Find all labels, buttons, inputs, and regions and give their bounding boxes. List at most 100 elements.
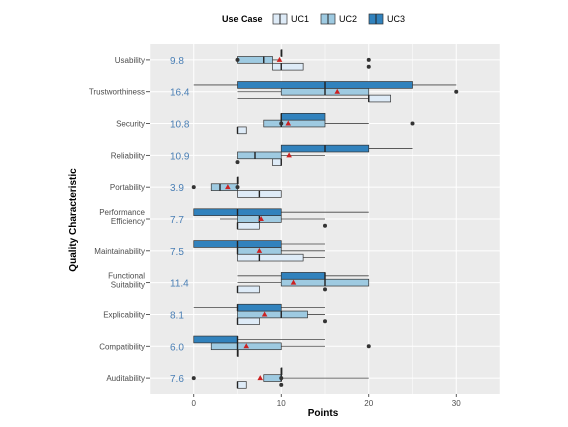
box-rect [237,381,247,389]
box-uc3 [193,240,325,248]
x-tick-label: 0 [192,399,197,408]
mean-value-label: 9.8 [170,56,184,67]
box-uc2 [191,374,369,382]
box-rect [237,56,273,64]
outlier-point [191,376,196,381]
box-rect [263,374,282,382]
box-rect [272,62,304,71]
category-labels: Usability 9.8 Trustworthiness 16.4 Security 1… [89,56,190,385]
box-uc3 [237,272,369,280]
outlier-point [191,185,196,190]
legend: Use Case UC1 UC2 UC3 [222,13,405,25]
outlier-point [235,185,240,190]
mean-value-label: 7.6 [170,374,184,385]
category-group [236,272,370,294]
box-uc1 [272,62,371,71]
mean-marker [257,375,264,381]
outlier-point [235,57,240,62]
outlier-point [410,121,415,126]
box-rect [237,303,282,312]
box-uc3 [280,144,413,153]
mean-value-label: 8.1 [170,310,184,321]
box-uc3 [236,176,239,185]
legend-title: Use Case [222,14,263,24]
mean-value-label: 10.8 [170,120,190,131]
box-rect [237,253,304,262]
outlier-point [366,64,371,69]
box-uc2 [191,183,240,191]
category-group [193,303,327,326]
box-rect [193,335,238,344]
x-tick-labels: 0 10 20 30 [192,394,461,408]
x-axis-title: Points [308,408,339,419]
box-uc1 [237,94,391,103]
category-group [236,112,415,135]
box-rect [210,183,238,191]
x-tick-label: 30 [452,399,461,408]
mean-marker [286,152,292,158]
category-label: Usability [115,56,145,65]
mean-value-label: 16.4 [170,88,190,99]
box-uc1 [235,158,282,166]
category-label-line: Functional [108,272,145,281]
x-tick-label: 10 [277,399,286,408]
category-group [235,144,413,166]
box-rect [237,126,247,135]
box-rect [237,222,260,230]
box-uc1 [236,285,327,294]
mean-value-label: 7.5 [170,247,184,258]
outlier-point [366,344,371,349]
category-group [193,81,459,103]
outlier-point [279,382,284,387]
box-uc1 [237,190,282,198]
box-uc1 [236,381,284,389]
mean-value-label: 3.9 [170,183,184,194]
box-uc1 [236,126,247,135]
box-rect [237,317,260,326]
mean-marker [258,216,264,221]
legend-items: UC1 UC2 UC3 [272,13,405,25]
category-group [191,176,282,198]
box-uc2 [235,56,371,64]
category-label: Auditability [106,374,145,383]
outlier-point [323,287,327,292]
category-label: Security [116,120,145,129]
box-uc3 [280,49,283,57]
category-label: Explicability [103,310,145,319]
legend-label: UC3 [387,14,405,24]
mean-marker [225,184,231,190]
outlier-point [235,160,240,165]
outlier-point [279,121,284,126]
box-uc3 [280,112,326,121]
category-label-line: Efficiency [111,217,145,226]
box-uc3 [193,208,369,216]
legend-item-uc1: UC1 [272,13,309,25]
outlier-point [279,376,284,381]
mean-marker [243,343,250,349]
box-uc3 [193,81,457,89]
box-rect [263,119,326,128]
category-label-line: Performance [99,208,145,217]
box-rect [272,158,282,166]
mean-marker [256,247,263,253]
category-label: Functional Suitability [108,272,145,290]
mean-marker [285,120,292,126]
legend-item-uc3: UC3 [368,13,405,25]
box-uc1 [236,317,327,326]
mean-marker [261,311,268,317]
boxes [191,49,459,389]
outlier-point [323,223,327,228]
mean-value-label: 10.9 [170,151,190,162]
mean-value-label: 6.0 [170,342,184,353]
outlier-point [454,89,459,94]
box-rect [280,112,326,121]
mean-marker [334,88,341,94]
box-rect [237,310,308,319]
box-uc1 [236,349,239,357]
mean-value-label: 7.7 [170,215,184,226]
box-rect [237,151,282,160]
mean-marker [290,279,297,285]
category-group [193,240,325,262]
category-label: Maintainability [94,247,145,256]
